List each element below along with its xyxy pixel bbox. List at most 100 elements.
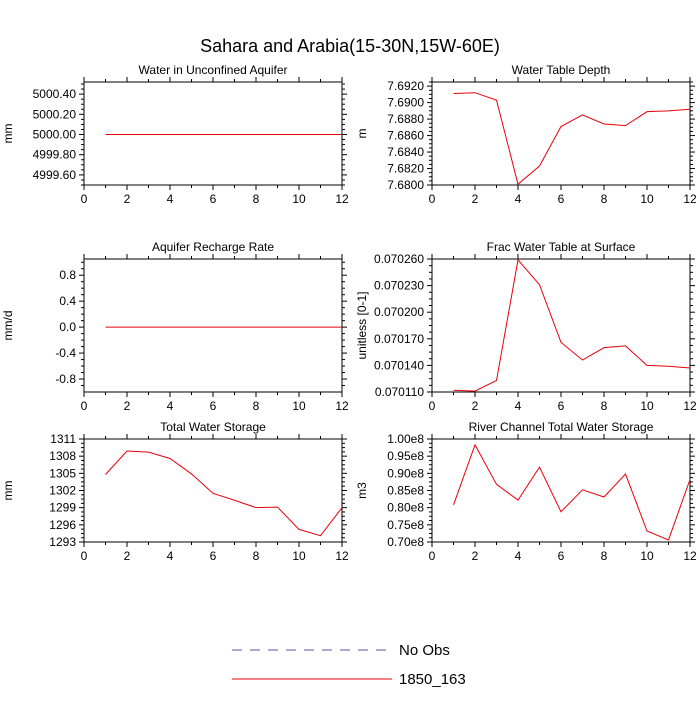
x-tick-label: 4 [167,549,174,563]
x-tick-label: 8 [253,399,260,413]
panel-4: Frac Water Table at Surface 0 2 4 6 8 10 12 0.07… [355,240,697,413]
legend: No Obs 1850_163 [232,642,466,688]
x-tick-label: 0 [429,192,436,206]
plot-frame [431,81,691,186]
x-tick-label: 12 [683,192,697,206]
panel-1: Water in Unconfined Aquifer 0 2 4 6 8 10 12 4999… [1,63,349,206]
x-tick-label: 8 [253,192,260,206]
y-tick-label: 1302 [49,484,76,498]
y-tick-label: 0.70e8 [387,535,424,549]
x-tick-label: 0 [81,192,88,206]
panel-title: Total Water Storage [160,420,266,434]
x-tick-label: 10 [640,549,654,563]
panel-2: Water Table Depth 0 2 4 6 8 10 12 7.6800 7.6820 7.… [355,63,697,206]
y-tick-label: 1299 [49,501,76,515]
y-tick-label: 7.6880 [387,112,424,126]
x-tick-label: 4 [167,399,174,413]
panel-6: River Channel Total Water Storage 0 2 4 6 8 10… [355,420,697,563]
legend-label-no-obs: No Obs [399,642,450,659]
x-tick-label: 6 [210,192,217,206]
x-tick-label: 4 [515,549,522,563]
series-line [453,92,691,186]
y-tick-label: 5000.20 [33,107,77,121]
y-tick-label: 0.80e8 [387,501,424,515]
y-axis-label: mm [1,481,15,501]
x-tick-label: 6 [558,399,565,413]
y-tick-label: 0.070230 [374,279,424,293]
x-tick-label: 8 [601,399,608,413]
y-tick-label: 0.070170 [374,332,424,346]
y-axis-label: mm [1,124,15,144]
x-tick-label: 12 [683,399,697,413]
x-tick-label: 2 [124,399,131,413]
x-tick-label: 0 [81,399,88,413]
y-tick-label: 0.85e8 [387,484,424,498]
x-tick-label: 0 [81,549,88,563]
y-tick-label: 0.75e8 [387,518,424,532]
y-tick-label: 1.00e8 [387,432,424,446]
y-tick-label: 0.95e8 [387,449,424,463]
series-line [453,443,691,541]
panel-title: Water in Unconfined Aquifer [139,63,288,77]
plot-frame [431,438,691,543]
y-tick-label: 0.0 [59,320,76,334]
x-tick-label: 2 [472,549,479,563]
y-tick-label: 4999.60 [33,168,77,182]
panel-title: Frac Water Table at Surface [487,240,636,254]
y-tick-label: 7.6840 [387,145,424,159]
x-tick-label: 8 [253,549,260,563]
legend-label-1850-163: 1850_163 [399,671,466,688]
y-tick-label: 0.070200 [374,305,424,319]
plot-frame [83,258,343,393]
x-tick-label: 6 [558,549,565,563]
y-tick-label: 7.6860 [387,129,424,143]
y-tick-label: 0.4 [59,294,76,308]
panel-title: River Channel Total Water Storage [469,420,654,434]
y-tick-label: 7.6820 [387,162,424,176]
y-tick-label: 1308 [49,449,76,463]
series-line [453,258,691,392]
y-tick-label: 1305 [49,466,76,480]
y-axis-label: mm/d [1,311,15,341]
panel-title: Water Table Depth [512,63,611,77]
panel-title: Aquifer Recharge Rate [152,240,274,254]
y-tick-label: 1293 [49,535,76,549]
plot-frame [83,438,343,543]
x-tick-label: 10 [292,399,306,413]
x-tick-label: 12 [335,192,349,206]
series-line [105,450,343,537]
y-tick-label: -0.4 [55,346,76,360]
y-tick-label: 0.8 [59,268,76,282]
y-tick-label: 5000.00 [33,128,77,142]
x-tick-label: 2 [472,192,479,206]
y-tick-label: 5000.40 [33,87,77,101]
x-tick-label: 0 [429,399,436,413]
panel-3: Aquifer Recharge Rate 0 2 4 6 8 10 12 -0.8 -0.4 0.… [1,240,349,413]
y-tick-label: 0.070110 [375,385,424,399]
y-tick-label: 1296 [49,518,76,532]
x-tick-label: 10 [640,192,654,206]
x-tick-label: 2 [472,399,479,413]
y-axis-label: m [355,129,369,139]
x-tick-label: 6 [210,549,217,563]
y-tick-label: 1311 [50,432,76,446]
x-tick-label: 2 [124,549,131,563]
x-tick-label: 2 [124,192,131,206]
y-tick-label: 0.070260 [374,252,424,266]
x-tick-label: 12 [335,549,349,563]
x-tick-label: 8 [601,192,608,206]
x-tick-label: 6 [210,399,217,413]
y-tick-label: 0.070140 [374,358,424,372]
x-tick-label: 12 [683,549,697,563]
x-tick-label: 12 [335,399,349,413]
plot-frame [83,81,343,186]
figure-title: Sahara and Arabia(15-30N,15W-60E) [200,36,500,56]
y-tick-label: 7.6900 [387,96,424,110]
y-tick-label: 4999.80 [33,148,77,162]
y-tick-label: 0.90e8 [387,466,424,480]
y-tick-label: 7.6920 [387,79,424,93]
y-axis-label: m3 [355,482,369,499]
y-axis-label: unitless [0-1] [355,291,369,359]
